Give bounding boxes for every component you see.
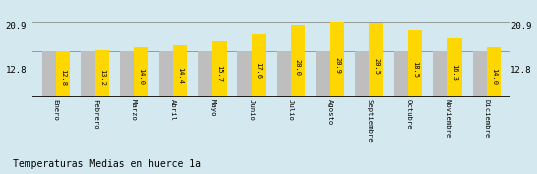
Text: 16.3: 16.3 <box>452 64 458 81</box>
Text: 20.9: 20.9 <box>334 57 340 74</box>
Bar <box>316 51 330 97</box>
Bar <box>120 51 134 97</box>
Bar <box>487 47 500 97</box>
Text: 12.8: 12.8 <box>510 66 532 75</box>
Bar <box>95 50 109 97</box>
Bar <box>447 38 462 97</box>
Bar <box>277 51 291 97</box>
Bar <box>433 51 447 97</box>
Bar <box>198 51 213 97</box>
Bar <box>42 51 56 97</box>
Bar <box>56 51 70 97</box>
Text: 20.9: 20.9 <box>5 22 27 31</box>
Bar <box>252 34 266 97</box>
Bar <box>291 25 305 97</box>
Bar <box>237 51 252 97</box>
Bar <box>159 51 173 97</box>
Bar <box>81 51 95 97</box>
Text: 12.8: 12.8 <box>5 66 27 75</box>
Bar <box>173 45 187 97</box>
Bar <box>134 47 148 97</box>
Text: 17.6: 17.6 <box>256 62 262 79</box>
Bar <box>408 30 423 97</box>
Bar <box>330 22 344 97</box>
Text: 12.8: 12.8 <box>60 69 66 86</box>
Bar <box>213 41 227 97</box>
Text: 14.0: 14.0 <box>138 68 144 85</box>
Text: 15.7: 15.7 <box>216 65 222 82</box>
Text: 20.5: 20.5 <box>373 58 379 75</box>
Text: Temperaturas Medias en huerce 1a: Temperaturas Medias en huerce 1a <box>13 159 201 169</box>
Bar <box>473 51 487 97</box>
Text: 14.4: 14.4 <box>177 67 183 84</box>
Bar <box>394 51 408 97</box>
Text: 20.0: 20.0 <box>295 58 301 76</box>
Text: 18.5: 18.5 <box>412 61 418 78</box>
Bar <box>369 23 383 97</box>
Text: 14.0: 14.0 <box>491 68 497 85</box>
Bar <box>355 51 369 97</box>
Text: 20.9: 20.9 <box>510 22 532 31</box>
Text: 13.2: 13.2 <box>99 69 105 86</box>
